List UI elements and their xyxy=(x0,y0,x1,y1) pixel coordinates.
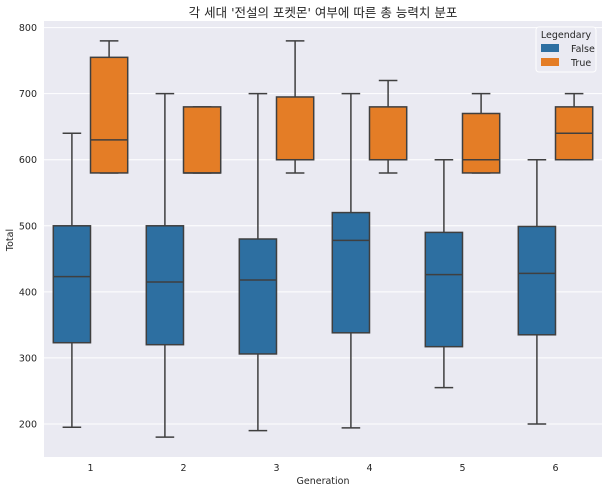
box-body xyxy=(52,225,92,344)
box-series xyxy=(52,40,594,438)
axis-ticks: 200 300 400 500 600 700 800 1 2 3 4 5 6 xyxy=(19,23,559,474)
box-body xyxy=(145,225,185,346)
box-true-gen-3 xyxy=(275,40,315,174)
x-tick-label: 2 xyxy=(180,463,186,474)
y-tick-label: 500 xyxy=(19,221,37,232)
y-tick-label: 600 xyxy=(19,155,37,166)
legend: Legendary False True xyxy=(535,26,597,73)
y-axis-label: Total xyxy=(5,229,16,252)
grid-lines xyxy=(44,27,602,425)
x-tick-label: 1 xyxy=(87,463,93,474)
box-body xyxy=(275,96,315,161)
box-body xyxy=(424,231,464,348)
box-body xyxy=(517,225,557,336)
chart-title: 각 세대 '전설의 포켓몬' 여부에 따른 총 능력치 분포 xyxy=(189,5,458,20)
box-true-gen-1 xyxy=(89,40,129,174)
box-true-gen-5 xyxy=(461,92,501,174)
x-tick-label: 5 xyxy=(459,463,465,474)
x-axis-label: Generation xyxy=(297,476,350,487)
box-true-gen-2 xyxy=(182,106,222,174)
box-body xyxy=(238,238,278,355)
box-body xyxy=(368,106,408,161)
y-tick-label: 700 xyxy=(19,89,37,100)
box-true-gen-4 xyxy=(368,79,408,174)
legend-title: Legendary xyxy=(541,30,592,41)
box-true-gen-6 xyxy=(554,92,594,161)
box-body xyxy=(89,56,129,174)
box-false-gen-2 xyxy=(145,92,185,438)
x-tick-label: 6 xyxy=(552,463,558,474)
legend-swatch-false xyxy=(541,44,559,52)
legend-swatch-true xyxy=(541,58,559,66)
x-tick-label: 3 xyxy=(273,463,279,474)
box-false-gen-4 xyxy=(331,92,371,429)
box-body xyxy=(331,211,371,334)
box-false-gen-6 xyxy=(517,158,557,425)
box-body xyxy=(461,112,501,174)
y-tick-label: 800 xyxy=(19,23,37,34)
y-tick-label: 400 xyxy=(19,287,37,298)
box-false-gen-1 xyxy=(52,132,92,429)
x-tick-label: 4 xyxy=(366,463,372,474)
y-tick-label: 200 xyxy=(19,419,37,430)
y-tick-label: 300 xyxy=(19,353,37,364)
legend-label-true: True xyxy=(570,58,591,69)
box-body xyxy=(182,106,222,174)
box-false-gen-3 xyxy=(238,92,278,432)
legend-label-false: False xyxy=(571,44,595,55)
box-false-gen-5 xyxy=(424,158,464,389)
